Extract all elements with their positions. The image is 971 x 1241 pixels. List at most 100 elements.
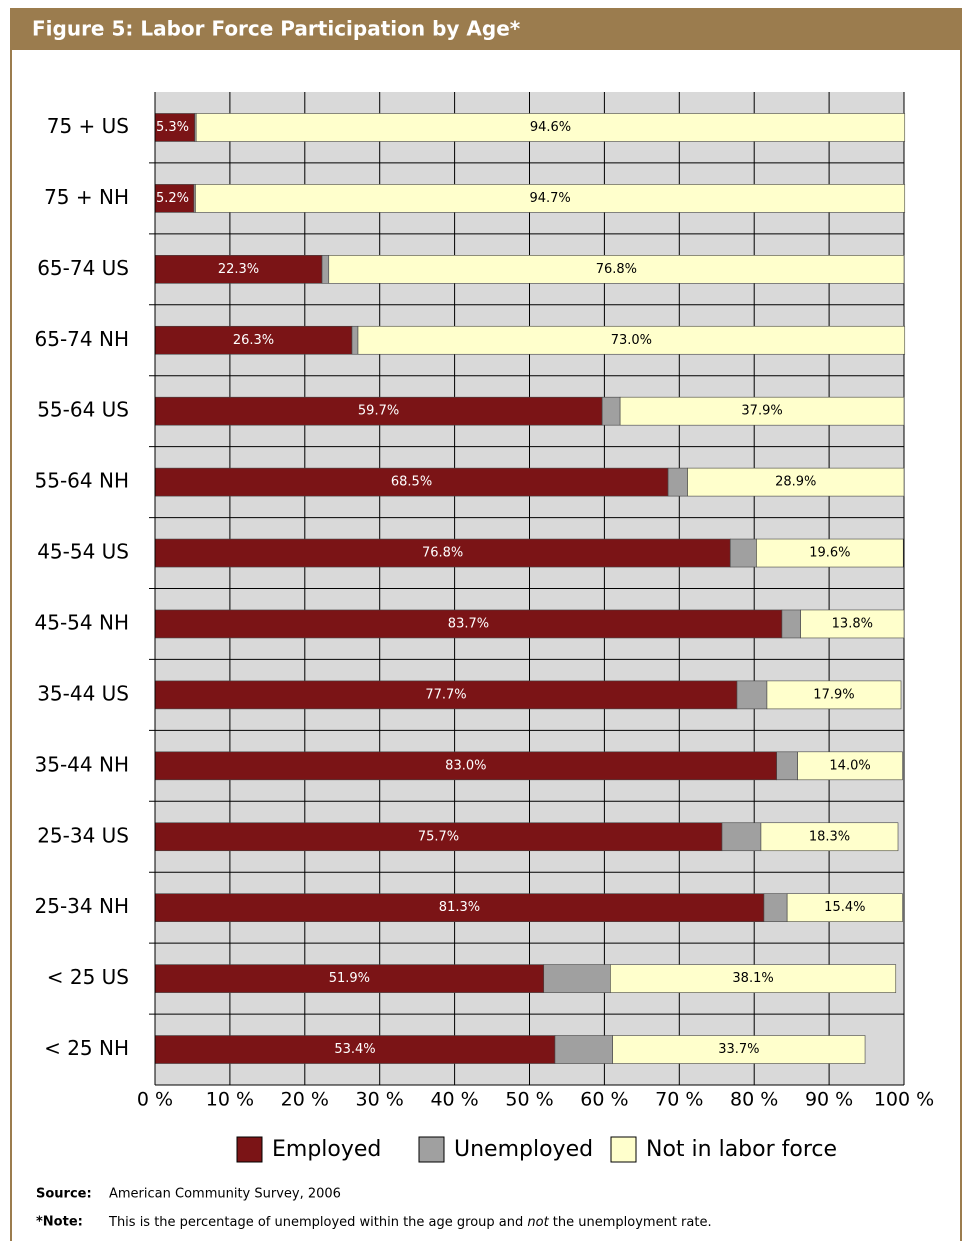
y-tick-label: 75 + NH bbox=[44, 185, 129, 209]
bar-segment bbox=[543, 964, 611, 993]
source: American Community Survey, 2006 bbox=[109, 1187, 341, 1202]
data-label: 19.6% bbox=[809, 546, 850, 561]
bar-segment bbox=[687, 467, 905, 497]
data-label: 13.8% bbox=[832, 616, 873, 631]
x-tick-label: 0 % bbox=[137, 1089, 173, 1111]
y-tick-label: 45-54 NH bbox=[35, 610, 129, 634]
data-label: 76.8% bbox=[596, 262, 637, 277]
y-tick-label: 45-54 US bbox=[37, 540, 129, 564]
y-tick-label: 75 + US bbox=[47, 114, 129, 138]
bar-segment bbox=[610, 964, 897, 993]
note-text: This is the percentage of unemployed wit… bbox=[108, 1215, 527, 1230]
bar-segment bbox=[154, 467, 669, 497]
bar-segment bbox=[154, 893, 765, 922]
bar-segment bbox=[357, 325, 906, 355]
bar-segment bbox=[601, 396, 621, 426]
header-bar bbox=[10, 8, 962, 50]
y-tick-label: < 25 US bbox=[47, 965, 129, 989]
chart-title: Figure 5: Labor Force Participation by A… bbox=[32, 17, 521, 41]
bar-segment bbox=[328, 255, 905, 284]
y-tick-label: 35-44 NH bbox=[35, 752, 129, 776]
bar-segment bbox=[800, 609, 905, 639]
data-label: 28.9% bbox=[775, 475, 816, 490]
bar-segment bbox=[619, 396, 905, 426]
bar-segment bbox=[776, 751, 798, 781]
bar-segment bbox=[195, 113, 906, 142]
y-tick-label: 65-74 NH bbox=[35, 327, 129, 351]
data-label: 5.2% bbox=[156, 191, 189, 206]
x-tick-label: 30 % bbox=[356, 1089, 404, 1111]
legend-swatch bbox=[610, 1136, 637, 1163]
x-tick-label: 40 % bbox=[430, 1089, 478, 1111]
bar-segment bbox=[154, 113, 195, 142]
y-tick-label: 25-34 US bbox=[37, 823, 129, 847]
bar-segment bbox=[321, 255, 330, 284]
bar-segment bbox=[154, 964, 545, 993]
data-label: 81.3% bbox=[439, 900, 480, 915]
bar-segment bbox=[154, 396, 603, 426]
note: This is the percentage of unemployed wit… bbox=[108, 1215, 712, 1230]
bar-segment bbox=[756, 538, 904, 568]
data-label: 94.7% bbox=[529, 191, 570, 206]
data-label: 83.0% bbox=[445, 758, 486, 773]
bar-segment bbox=[612, 1035, 866, 1064]
y-tick-label: 65-74 US bbox=[37, 256, 129, 280]
bar-segment bbox=[351, 325, 359, 355]
bar-segment bbox=[766, 680, 902, 710]
bar-segment bbox=[554, 1035, 613, 1064]
note-emphasis: not bbox=[527, 1215, 549, 1230]
bar-segment bbox=[667, 467, 688, 497]
data-label: 68.5% bbox=[391, 475, 432, 490]
bar-segment bbox=[729, 538, 757, 568]
bar-segment bbox=[760, 822, 899, 852]
data-label: 76.8% bbox=[422, 546, 463, 561]
x-tick-label: 50 % bbox=[505, 1089, 553, 1111]
y-tick-label: 55-64 NH bbox=[35, 469, 129, 493]
legend-swatch bbox=[236, 1136, 263, 1163]
bar-segment bbox=[797, 751, 903, 781]
legend-swatch bbox=[418, 1136, 445, 1163]
data-label: 17.9% bbox=[813, 687, 854, 702]
data-label: 18.3% bbox=[809, 829, 850, 844]
y-tick-label: 25-34 NH bbox=[35, 894, 129, 918]
data-label: 37.9% bbox=[741, 404, 782, 419]
data-label: 51.9% bbox=[329, 971, 370, 986]
data-label: 75.7% bbox=[418, 829, 459, 844]
y-tick-label: < 25 NH bbox=[44, 1036, 129, 1060]
y-tick-label: 35-44 US bbox=[37, 681, 129, 705]
x-tick-label: 60 % bbox=[580, 1089, 628, 1111]
data-label: 38.1% bbox=[732, 971, 773, 986]
data-label: 94.6% bbox=[530, 120, 571, 135]
data-label: 77.7% bbox=[425, 687, 466, 702]
note-text: the unemployment rate. bbox=[549, 1215, 712, 1230]
bar-segment bbox=[763, 893, 788, 922]
bar-segment bbox=[781, 609, 801, 639]
x-tick-label: 70 % bbox=[655, 1089, 703, 1111]
data-label: 59.7% bbox=[358, 404, 399, 419]
data-label: 26.3% bbox=[233, 333, 274, 348]
bar-segment bbox=[154, 255, 323, 284]
bar-segment bbox=[154, 325, 353, 355]
legend-label: Employed bbox=[272, 1137, 381, 1162]
x-tick-label: 80 % bbox=[730, 1089, 778, 1111]
bar-segment bbox=[154, 1035, 556, 1064]
x-tick-label: 10 % bbox=[206, 1089, 254, 1111]
data-label: 33.7% bbox=[718, 1042, 759, 1057]
bar-segment bbox=[154, 680, 738, 710]
bar-segment bbox=[786, 893, 903, 922]
y-tick-label: 55-64 US bbox=[37, 398, 129, 422]
bar-segment bbox=[195, 184, 906, 213]
note-label: *Note: bbox=[36, 1215, 83, 1230]
legend-label: Not in labor force bbox=[646, 1137, 837, 1162]
legend-label: Unemployed bbox=[454, 1137, 593, 1162]
data-label: 5.3% bbox=[156, 120, 189, 135]
data-label: 83.7% bbox=[448, 616, 489, 631]
data-label: 53.4% bbox=[334, 1042, 375, 1057]
source-label: Source: bbox=[36, 1187, 92, 1202]
data-label: 73.0% bbox=[611, 333, 652, 348]
data-label: 15.4% bbox=[824, 900, 865, 915]
bar-segment bbox=[736, 680, 768, 710]
x-tick-label: 20 % bbox=[281, 1089, 329, 1111]
data-label: 22.3% bbox=[218, 262, 259, 277]
